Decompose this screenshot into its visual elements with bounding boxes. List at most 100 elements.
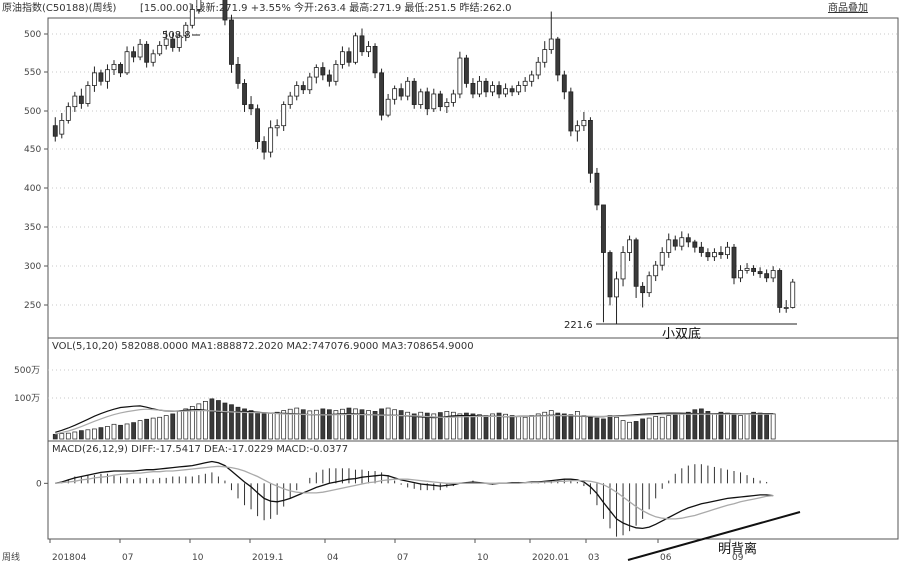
volume-bar [202,401,208,440]
candle-body [679,237,685,247]
candle-body [255,108,261,142]
volume-bar [457,413,463,440]
candle-body [633,239,639,287]
time-axis: 周线 201804 07 10 2019.1 04 07 10 2020.01 03 06 09 [2,539,744,563]
candle-body [470,83,476,95]
volume-bar [757,412,763,440]
volume-bar [261,413,267,440]
volume-bar [601,418,606,440]
price-grid [48,33,898,306]
volume-bar [509,415,515,440]
candle-body [307,76,313,91]
price-tick-label: 450 [24,145,41,155]
candle-body [366,46,371,53]
candle-body [444,102,450,108]
volume-ma-line [55,408,774,435]
volume-bar [712,413,717,440]
volume-y-axis: 500万 100万 [14,366,40,404]
volume-bar [268,412,274,440]
volume-bar [385,407,391,440]
candle-body [183,24,189,37]
volume-bar [751,411,756,440]
volume-bar [633,421,639,440]
candle-body [431,93,437,110]
volume-bar [111,423,117,440]
volume-bar [529,415,535,440]
candle-body [731,246,737,279]
candle-body [607,252,613,298]
candle-body [783,307,789,309]
candle-body [196,0,202,10]
volume-bar [150,417,156,440]
candle-body [59,120,65,135]
candle-body [692,241,698,248]
volume-bar [105,426,110,440]
volume-bar [770,413,776,440]
volume-bar [59,433,65,440]
candle-body [261,141,267,153]
chart-title: 原油指数(C50188)(周线) [2,1,116,14]
volume-bar [333,410,339,440]
candle-body [509,88,515,93]
volume-bar [535,413,541,440]
high-label: 508.8 [162,30,191,41]
volume-bar [300,409,306,440]
volume-bar [124,423,130,440]
volume-bar [144,418,150,440]
volume-bar [764,414,770,440]
candle-body [646,275,652,294]
volume-bar [581,415,587,440]
candle-body [548,38,554,50]
candle-body [581,120,587,127]
candle-body [294,85,300,97]
volume-bar [163,415,169,440]
candle-body [659,252,665,266]
volume-bar [614,416,619,440]
volume-bar [640,418,646,440]
candle-body [483,80,489,93]
time-tick-label: 201804 [52,553,87,563]
time-tick-label: 07 [122,553,133,563]
volume-bar [607,415,613,440]
candle-body [105,69,110,82]
macd-diff-line [55,460,774,530]
macd-header: MACD(26,12,9) DIFF:-17.5417 DEA:-17.0229… [52,444,348,455]
volume-bar [118,424,123,440]
volume-bar [157,416,163,440]
candle-body [98,72,104,82]
volume-bar [477,414,482,440]
candle-body [235,63,241,84]
volume-bar [85,429,91,440]
candle-body [477,80,482,95]
candle-body [587,120,593,174]
volume-bar [490,413,495,440]
candle-body [503,88,509,95]
candle-body [790,281,796,308]
volume-bar [196,403,202,440]
volume-bar [137,420,143,440]
time-tick-label: 09 [732,553,744,563]
candle-body [418,91,424,105]
price-tick-label: 550 [24,68,41,78]
volume-bar [588,416,593,440]
candle-body [405,80,411,97]
price-tick-label: 500 [24,30,41,40]
candle-body [392,88,398,100]
volume-bar [379,408,384,440]
volume-bar [405,411,411,440]
overlay-button[interactable]: 商品叠加 [828,1,868,14]
volume-bar [307,410,313,440]
volume-bar [620,420,626,440]
candle-body [757,271,763,275]
volume-bar [65,432,71,440]
candle-body [189,9,195,26]
candle-body [594,172,600,206]
volume-tick-label: 500万 [14,366,40,376]
candle-body [555,38,561,76]
volume-grid [48,369,898,399]
volume-bar [359,409,365,440]
volume-bar [131,422,136,440]
volume-bar [418,411,424,440]
candle-body [242,83,247,105]
